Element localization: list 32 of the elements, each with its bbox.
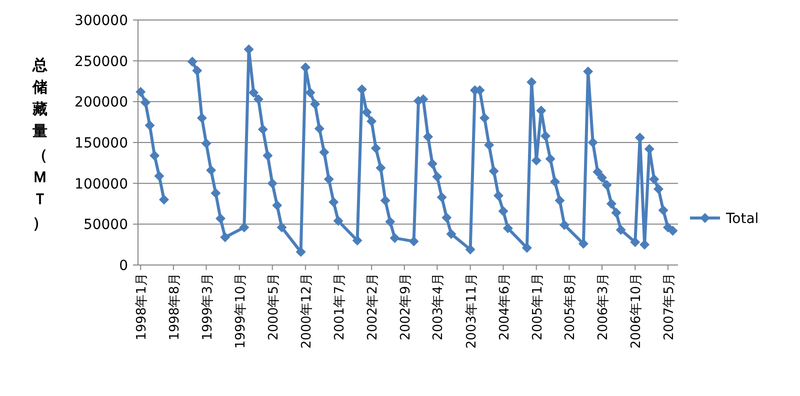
x-tick-label: 2007年5月	[662, 273, 677, 340]
legend-label: Total	[725, 211, 759, 227]
x-tick-label: 2000年5月	[266, 273, 282, 340]
point	[159, 194, 169, 205]
y-tick-label: 0	[119, 258, 128, 274]
x-tick-label: 2003年4月	[431, 273, 446, 340]
x-tick-label: 2001年7月	[332, 273, 348, 340]
x-tick-label: 2002年9月	[398, 273, 414, 340]
y-tick-label: 200000	[74, 94, 128, 111]
x-tick-label: 1998年8月	[167, 273, 182, 340]
point	[150, 150, 160, 161]
x-tick-label: 2006年3月	[596, 273, 612, 340]
x-tick-label: 1998年1月	[134, 273, 150, 340]
y-axis-title: 总储藏量（ＭＴ）	[32, 56, 48, 232]
x-tick-label: 2006年10月	[629, 273, 644, 349]
point	[154, 170, 164, 181]
x-tick-label: 2000年12月	[299, 273, 314, 349]
point	[140, 97, 150, 108]
x-tick-label: 2004年6月	[497, 273, 512, 340]
y-tick-label: 50000	[83, 217, 128, 234]
point	[144, 120, 155, 130]
point	[136, 86, 146, 97]
x-tick-label: 2003年11月	[464, 273, 480, 349]
y-tick-label: 300000	[74, 13, 128, 29]
y-tick-label: 250000	[74, 54, 128, 70]
y-tick-label: 150000	[74, 136, 128, 152]
x-tick-label: 1999年3月	[200, 273, 216, 340]
x-tick-label: 1999年10月	[233, 273, 248, 349]
y-tick-label: 100000	[74, 176, 128, 192]
x-tick-label: 2005年8月	[563, 273, 578, 340]
x-tick-label: 2005年1月	[530, 273, 546, 340]
x-tick-label: 2002年2月	[366, 273, 381, 340]
